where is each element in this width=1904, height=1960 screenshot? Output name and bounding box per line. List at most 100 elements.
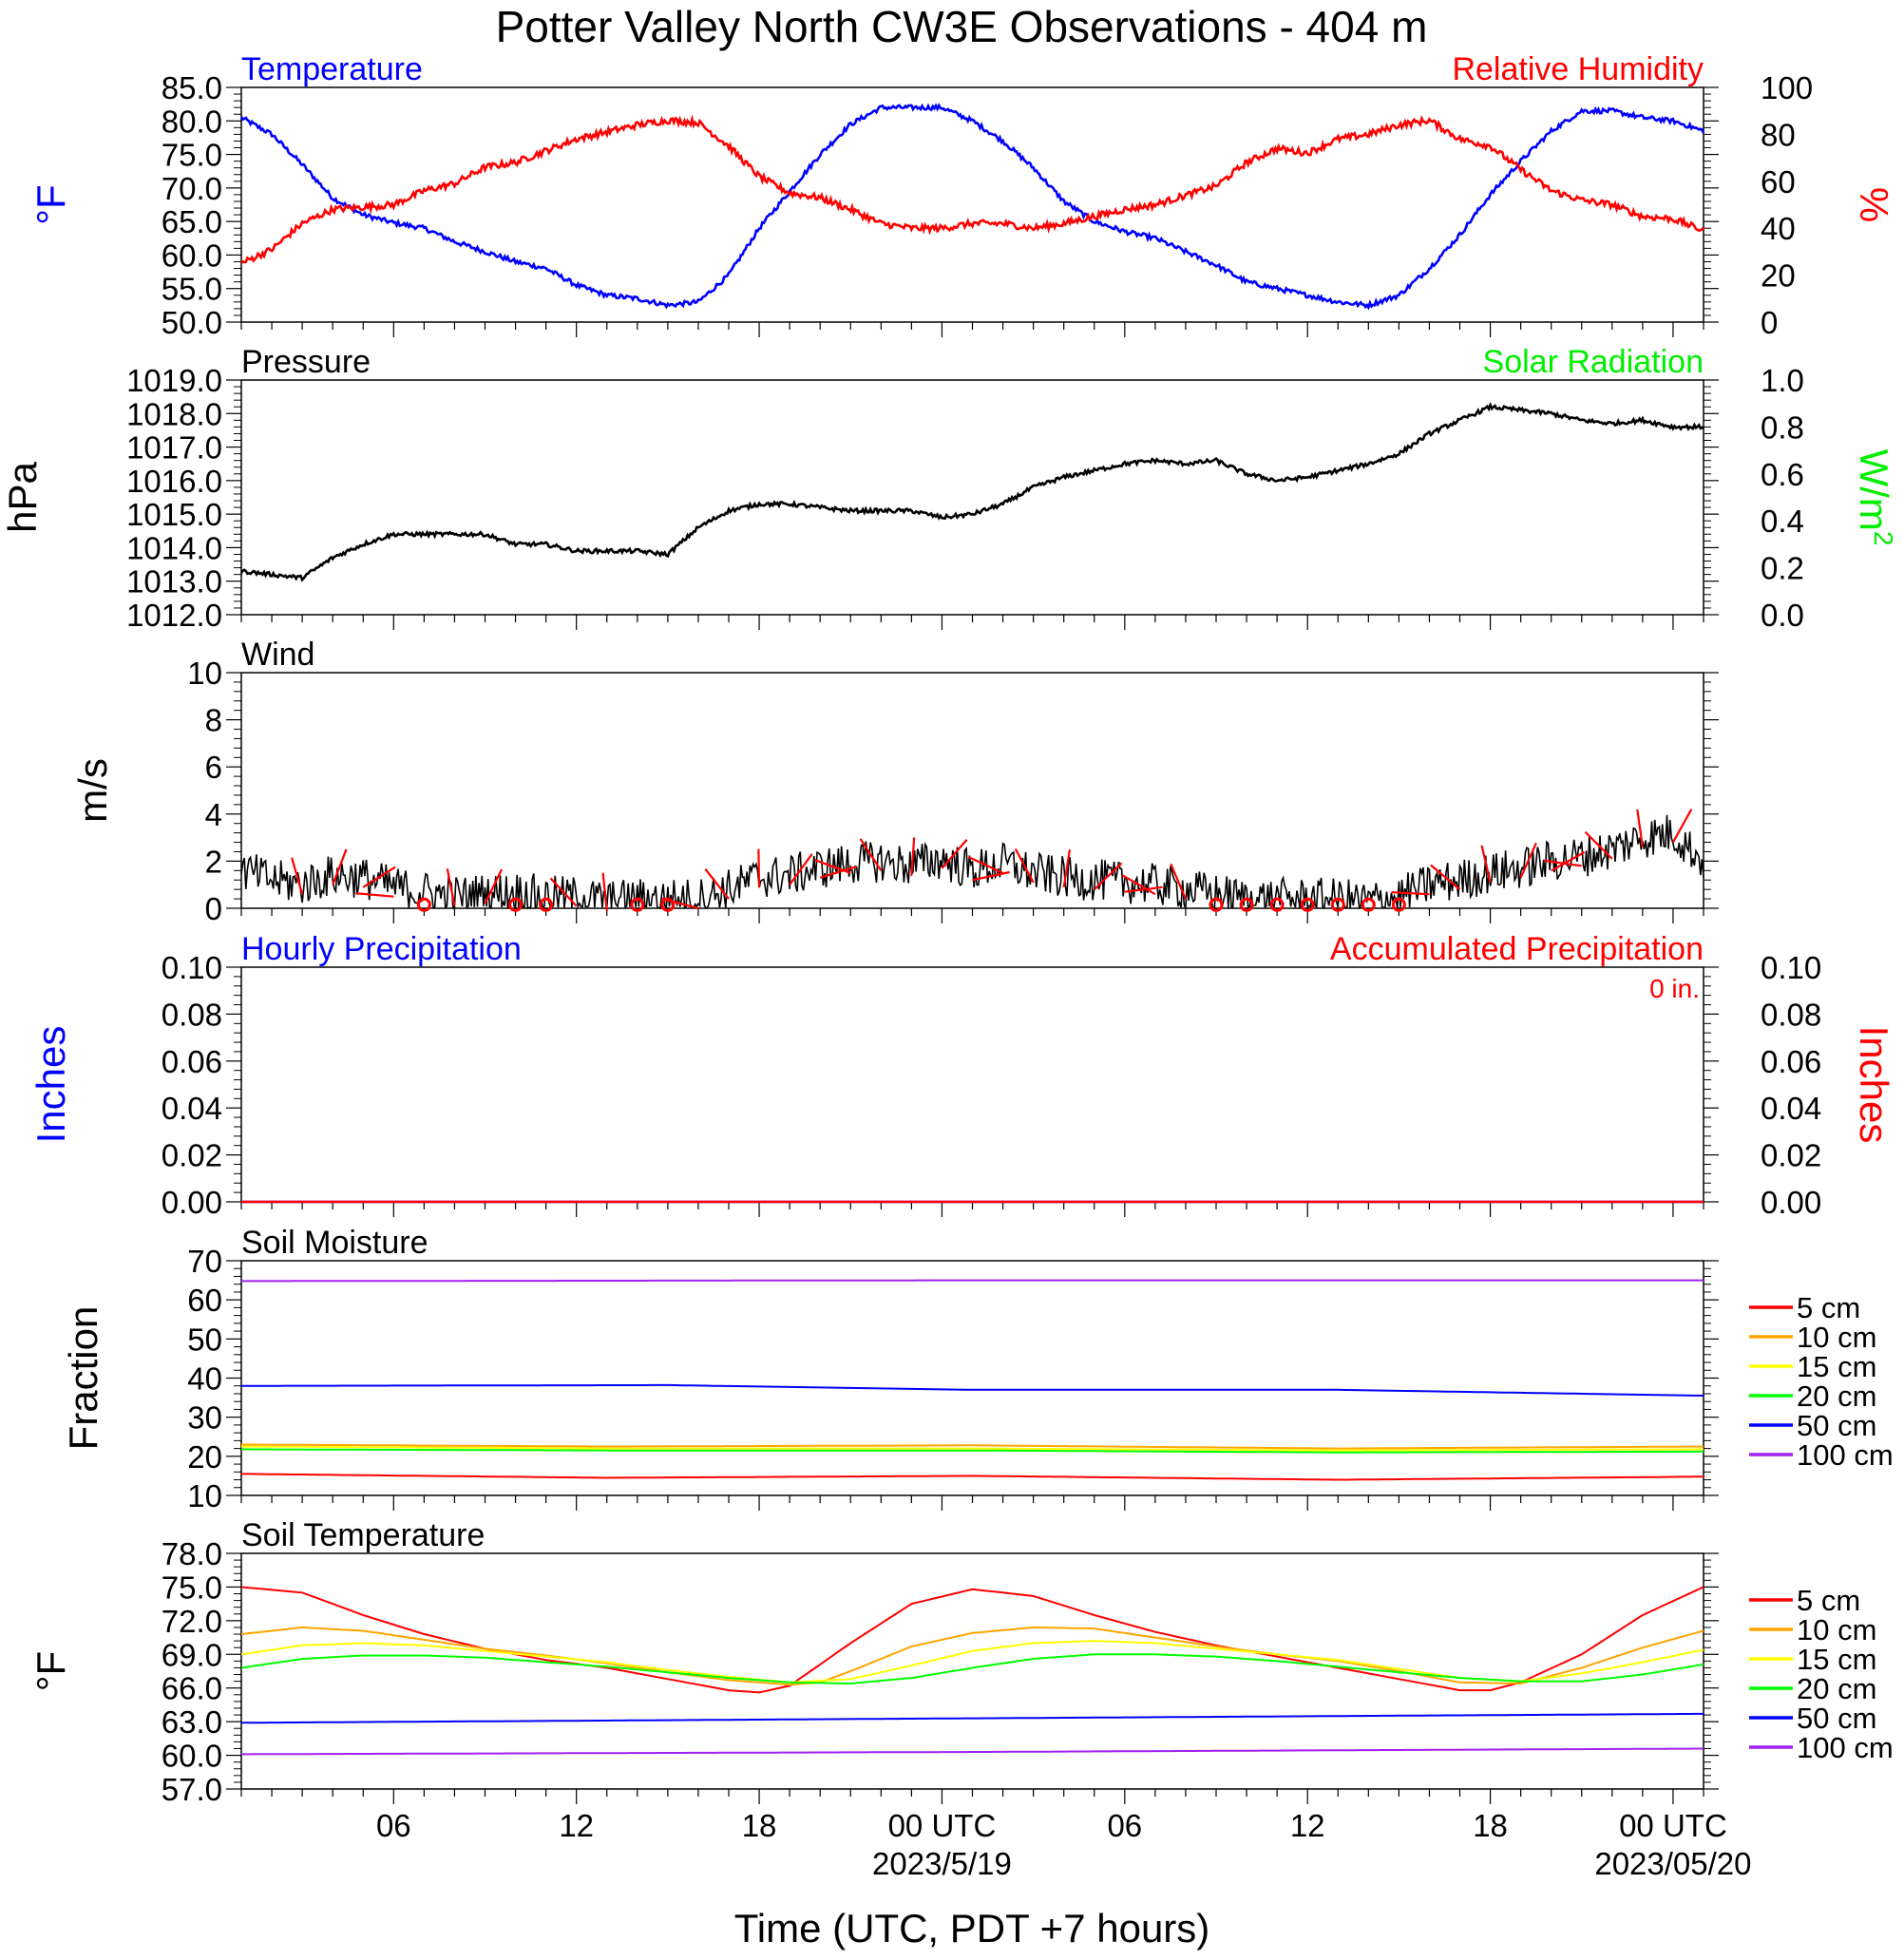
- pressure-plot-frame: [240, 379, 1704, 616]
- temp_rh-y-tick-label: 60.0: [162, 238, 222, 273]
- precip-y-tick-label: 0.06: [162, 1044, 222, 1079]
- wind-barb: [1062, 849, 1072, 887]
- pressure-panel-title-right: Solar Radiation: [1483, 344, 1704, 380]
- temp_rh-y2-tick-label: 40: [1761, 211, 1796, 246]
- wind-barb: [972, 870, 1010, 882]
- precip-y-tick-label: 0.08: [162, 997, 222, 1032]
- soil_temp-legend-label: 20 cm: [1797, 1672, 1876, 1705]
- soil_temp-series-5-cm: [240, 1586, 1704, 1694]
- temp_rh-y-tick-label: 80.0: [162, 104, 222, 139]
- pressure-y2-axis-title: W/m2: [1852, 449, 1899, 546]
- wind-barb: [941, 839, 968, 869]
- wind-calm-circle: [1391, 897, 1406, 912]
- soil_temp-legend-label: 15 cm: [1797, 1643, 1876, 1676]
- x-date-label: 2023/5/19: [872, 1846, 1012, 1881]
- temp_rh-y-axis-title: °F: [29, 184, 73, 224]
- soil_moisture-y-axis-title: Fraction: [61, 1306, 105, 1451]
- temp_rh-y-tick-label: 85.0: [162, 70, 222, 105]
- soil_temp-legend-label: 5 cm: [1797, 1584, 1860, 1617]
- temp_rh-y-tick-label: 75.0: [162, 138, 222, 173]
- wind-barb: [757, 848, 761, 887]
- x-tick-label: 00 UTC: [888, 1808, 997, 1843]
- wind-y-tick-label: 2: [205, 844, 222, 879]
- x-tick-label: 18: [742, 1808, 777, 1843]
- temp_rh-y2-tick-label: 0: [1761, 305, 1778, 340]
- precip-annotation: 0 in.: [1649, 974, 1700, 1003]
- soil_temp-panel-title: Soil Temperature: [241, 1517, 485, 1553]
- soil_moisture-y-tick-label: 70: [187, 1244, 222, 1279]
- x-tick-label: 12: [1290, 1808, 1325, 1843]
- x-tick-label: 06: [1107, 1808, 1142, 1843]
- wind-barb: [1391, 891, 1430, 896]
- soil_moisture-y-tick-label: 30: [187, 1400, 222, 1436]
- superscript-2: 2: [1870, 531, 1899, 546]
- wind-calm-circle: [1269, 897, 1285, 912]
- wind-barb: [362, 866, 396, 888]
- wind-barb: [332, 848, 348, 885]
- wind-barb: [967, 855, 1004, 874]
- soil_moisture-y-tick-label: 10: [187, 1478, 222, 1513]
- wind-barb: [1124, 885, 1163, 893]
- wind-barb: [789, 853, 813, 885]
- wind-calm-circle: [1361, 897, 1376, 912]
- soil_moisture-plot-frame: [240, 1260, 1704, 1496]
- wind-barb: [484, 868, 504, 904]
- wind-barb: [1121, 874, 1156, 896]
- wind-calm-circle: [508, 897, 524, 912]
- soil_temp-y-tick-label: 57.0: [162, 1772, 222, 1807]
- soil_temp-y-axis-title: °F: [29, 1651, 73, 1691]
- x-axis-title: Time (UTC, PDT +7 hours): [734, 1906, 1210, 1950]
- wind-barb: [1519, 842, 1537, 879]
- precip-y-tick-label: 0.02: [162, 1138, 222, 1173]
- soil_temp-series-20-cm: [240, 1653, 1704, 1685]
- pressure-y-tick-label: 1013.0: [126, 564, 222, 599]
- wind-y-tick-label: 4: [205, 797, 222, 832]
- soil_moisture-legend-label: 10 cm: [1797, 1321, 1876, 1354]
- wind-calm-circle: [416, 897, 431, 912]
- soil_temp-legend-label: 10 cm: [1797, 1613, 1876, 1646]
- soil_moisture-y-tick-label: 60: [187, 1283, 222, 1318]
- wind-y-axis-title: m/s: [70, 758, 115, 823]
- temp_rh-y2-tick-label: 20: [1761, 258, 1796, 294]
- wind-barb: [1543, 859, 1582, 867]
- pressure-panel-title: Pressure: [241, 344, 371, 380]
- precip-panel-title-right: Accumulated Precipitation: [1330, 931, 1704, 967]
- soil_moisture-series-10-cm: [241, 1443, 1704, 1450]
- wind-barb: [661, 897, 699, 910]
- wind-series-wind: [240, 814, 1704, 910]
- precip-y2-tick-label: 0.06: [1761, 1044, 1821, 1079]
- soil_moisture-series-15-cm: [240, 1445, 1704, 1452]
- wind-barb: [1671, 809, 1693, 844]
- precip-y2-axis-title: Inches: [1852, 1026, 1896, 1144]
- temp_rh-panel-title-right: Relative Humidity: [1452, 51, 1704, 87]
- pressure-y2-tick-label: 0.8: [1761, 409, 1804, 445]
- soil_moisture-legend-label: 5 cm: [1797, 1291, 1860, 1324]
- temp_rh-y2-tick-label: 100: [1761, 70, 1813, 105]
- x-date-label: 2023/05/20: [1594, 1846, 1751, 1881]
- soil_temp-y-tick-label: 78.0: [162, 1536, 222, 1571]
- wind-barb: [1014, 847, 1035, 884]
- pressure-y-tick-label: 1018.0: [126, 396, 222, 431]
- soil_temp-y-tick-label: 75.0: [162, 1570, 222, 1605]
- wind-calm-circle: [1300, 897, 1315, 912]
- wind-y-tick-label: 0: [205, 891, 222, 926]
- soil_moisture-legend-label: 50 cm: [1797, 1409, 1876, 1442]
- temp_rh-series-relative-humidity: [240, 114, 1705, 264]
- wind-barb: [446, 868, 456, 906]
- temp_rh-y2-axis-title: %: [1852, 187, 1896, 222]
- wind-barb: [910, 837, 916, 876]
- wind-barb: [1480, 845, 1492, 884]
- wind-barb: [1430, 864, 1461, 891]
- x-tick-label: 06: [376, 1808, 411, 1843]
- wind-calm-circle: [1209, 897, 1224, 912]
- precip-y2-tick-label: 0.00: [1761, 1185, 1821, 1220]
- soil_moisture-series-50-cm: [241, 1383, 1704, 1397]
- temp_rh-y-tick-label: 65.0: [162, 204, 222, 239]
- soil_temp-y-tick-label: 66.0: [162, 1671, 222, 1706]
- temp_rh-y-tick-label: 55.0: [162, 272, 222, 307]
- pressure-y2-tick-label: 0.6: [1761, 457, 1804, 492]
- temp_rh-y-tick-label: 70.0: [162, 171, 222, 206]
- precip-y-tick-label: 0.04: [162, 1091, 222, 1126]
